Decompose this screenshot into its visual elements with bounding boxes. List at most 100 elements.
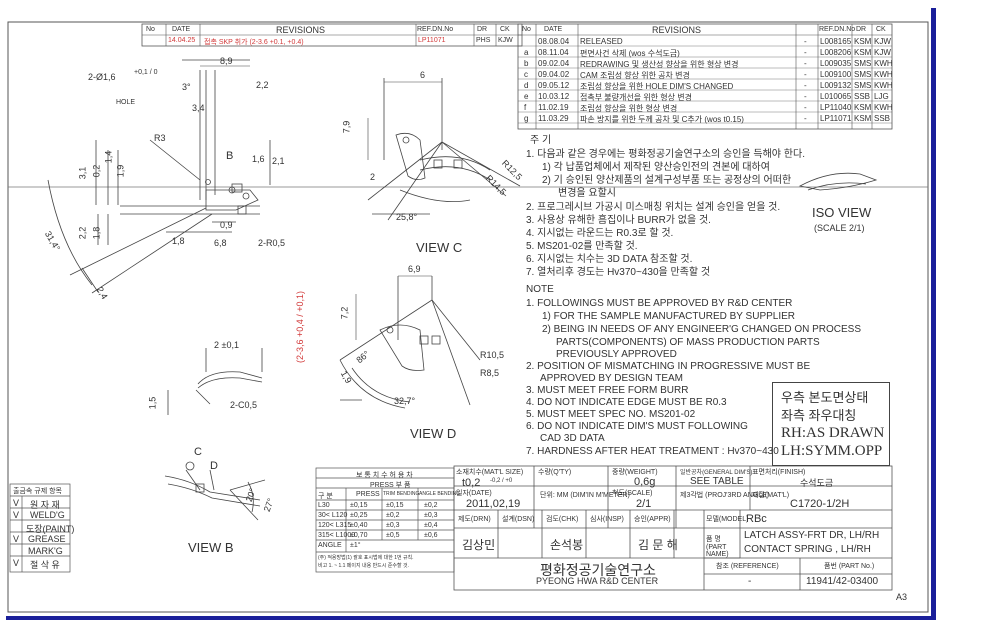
- rev-row-text: RELEASED: [580, 37, 623, 46]
- rev-left-header-revisions: REVISIONS: [276, 25, 326, 35]
- tolerance-cell: ±0,15: [350, 502, 368, 509]
- dim-6: 6: [420, 70, 426, 80]
- rev-row-dr: KSM: [854, 37, 872, 46]
- section-letter-b: B: [226, 150, 234, 162]
- rev-row-no: d: [524, 81, 529, 90]
- rev-row-dr: KSM: [854, 114, 872, 123]
- dim-2-0-1: 2 ±0,1: [214, 340, 239, 350]
- english-note-line: 2. POSITION OF MISMATCHING IN PROGRESSIV…: [526, 361, 811, 372]
- tolerance-cell: ANGLE: [318, 542, 342, 549]
- mat-size-value: t0,2: [462, 477, 481, 489]
- tolerance-cell: L30: [318, 502, 330, 509]
- rev-row-date: 09.04.02: [538, 70, 570, 79]
- tolerance-subtitle: PRESS 부 품: [370, 482, 411, 489]
- rev-row-dr: SMS: [854, 59, 872, 68]
- frame-bottom-edge: [6, 616, 936, 620]
- general-dims-label: 일반공차(GENERAL DIM'S): [680, 470, 753, 476]
- tolerance-header: PRESS: [356, 491, 380, 498]
- english-note-line: 1) FOR THE SAMPLE MANUFACTURED BY SUPPLI…: [542, 311, 796, 322]
- chk-label: 검도(CHK): [546, 516, 579, 523]
- process-label: 절 삭 유: [30, 560, 60, 570]
- english-note-line: 1. FOLLOWINGS MUST BE APPROVED BY R&D CE…: [526, 298, 793, 309]
- rev-row: c 09.04.02 CAM 조립성 향상 위한 공차 변경 - L009100…: [520, 70, 893, 80]
- rev-left-row-text: 접촉 SKP 취가 (2-3.6 +0.1, +0.4): [204, 39, 304, 46]
- drawn-by-name: 김상민: [462, 538, 496, 552]
- rev-row-no: f: [524, 103, 527, 112]
- rev-right-header-ref: REF.DN.No: [819, 26, 856, 33]
- rev-row-dash: -: [804, 70, 807, 79]
- rev-row: d 09.05.12 조립성 향상을 위한 HOLE DIM'S CHANGED…: [520, 81, 893, 91]
- process-table-heading: 출금속 규제 항목: [13, 488, 62, 495]
- rev-left-header-ck: CK: [500, 26, 510, 33]
- dim-1-8: 1,8: [172, 236, 185, 246]
- dim-1-6: 1,6: [252, 154, 265, 164]
- dim-2-c0-5: 2-C0,5: [230, 400, 258, 410]
- material-value: C1720-1/2H: [790, 498, 850, 510]
- english-note-line: APPROVED BY DESIGN TEAM: [540, 373, 684, 384]
- rev-row-ck: KWH: [874, 59, 893, 68]
- rev-right-header-dr: DR: [856, 26, 867, 33]
- checked-by-name: 손석봉: [550, 538, 584, 552]
- rev-right-header-ck: CK: [876, 26, 886, 33]
- dim-hole-tol: +0,1 / 0: [134, 69, 158, 76]
- mat-size-label: 소재치수(MAT'L SIZE): [456, 469, 524, 476]
- rev-row-text: CAM 조립성 향상 위한 공차 변경: [580, 71, 690, 80]
- rev-row-ck: KJW: [874, 37, 891, 46]
- rev-left-row-ck: KJW: [498, 37, 513, 44]
- frame-right-edge: [931, 8, 936, 620]
- tolerance-cell: ±0,3: [386, 522, 400, 529]
- dim-1-5: 1,5: [147, 396, 158, 410]
- rev-right-header-no: No: [522, 26, 531, 33]
- material-label: 재질(MAT'L): [752, 492, 790, 499]
- dim-2-2b: 2,2: [77, 226, 88, 240]
- part-name-line2: CONTACT SPRING , LH/RH: [744, 544, 871, 555]
- rev-row-dr: KSM: [854, 48, 872, 57]
- korean-note-line: 2) 기 승인된 양산제품의 설계구성부품 또는 공정상의 어떠한: [542, 175, 792, 186]
- dim-r10-5: R10,5: [480, 350, 505, 360]
- rev-left-header-date: DATE: [172, 26, 191, 33]
- rev-row: e 10.03.12 접촉부 불량개선을 위한 형상 변경 - L010065 …: [520, 92, 892, 102]
- dim-2-3-6: (2-3,6 +0,4 / +0,1): [295, 290, 306, 364]
- rev-row-ref: L010065: [820, 92, 852, 101]
- tolerance-footnote: (주) 적용방법(1) 괄호 표시법에 대한 1번 규칙.: [318, 555, 414, 561]
- side-box-line4: LH:SYMM.OPP: [781, 443, 883, 459]
- rev-row-ref: L009100: [820, 70, 852, 79]
- rev-right-header-revisions: REVISIONS: [652, 25, 702, 35]
- reference-value: -: [748, 576, 752, 587]
- dim-hole: 2-Ø1,6: [88, 72, 116, 82]
- tolerance-cell: ±0,40: [350, 522, 368, 529]
- tolerance-footnote: 비고 1. ~ 1.1 페이지 내용 반드시 준수할 것.: [318, 563, 409, 569]
- finish-value: 수석도금: [800, 478, 834, 488]
- rev-row-dash: -: [804, 92, 807, 101]
- tolerance-cell: ±0,2: [424, 502, 438, 509]
- dim-6-8: 6,8: [214, 238, 227, 248]
- view-c-title: VIEW C: [416, 240, 463, 255]
- rev-row-dr: KSM: [854, 103, 872, 112]
- tolerance-cell: 120< L315: [318, 522, 352, 529]
- rev-row-ref: LP11071: [820, 114, 852, 123]
- dim-1-8b: 1,8: [91, 226, 102, 240]
- drn-label: 제도(DRN): [458, 516, 491, 523]
- dim-2-2: 2,2: [256, 80, 269, 90]
- rev-row-dash: -: [804, 37, 807, 46]
- sheet-size: A3: [896, 592, 908, 602]
- tolerance-title: 보 통 치 수 허 용 차: [356, 472, 413, 479]
- tolerance-header: 구 분: [318, 493, 333, 500]
- english-note-line: 6. DO NOT INDICATE DIM'S MUST FOLLOWING: [526, 421, 748, 432]
- korean-note-line: 1. 다음과 같은 경우에는 평화정공기술연구소의 승인을 득해야 한다.: [526, 149, 805, 160]
- tolerance-header: ANGLE BENDING: [419, 491, 461, 497]
- weight-value: 0,6g: [634, 476, 656, 488]
- iso-view-title: ISO VIEW: [812, 205, 872, 220]
- rev-row-dr: SSB: [854, 92, 871, 101]
- mat-size-tol: -0,2 / +0: [490, 478, 513, 484]
- english-note-line: CAD 3D DATA: [540, 433, 605, 444]
- english-note-line: PARTS(COMPONENTS) OF MASS PRODUCTION PAR…: [556, 337, 820, 348]
- rev-row-dash: -: [804, 114, 807, 123]
- finish-label: 표면처리(FINISH): [752, 469, 806, 476]
- rev-row-dr: SMS: [854, 70, 872, 79]
- tolerance-cell: ±0,5: [386, 532, 400, 539]
- korean-note-line: 5. MS201-02를 만족할 것.: [526, 241, 638, 252]
- side-box-line1: 우측 본도면상태: [781, 390, 869, 405]
- general-dims-value: SEE TABLE: [690, 476, 744, 487]
